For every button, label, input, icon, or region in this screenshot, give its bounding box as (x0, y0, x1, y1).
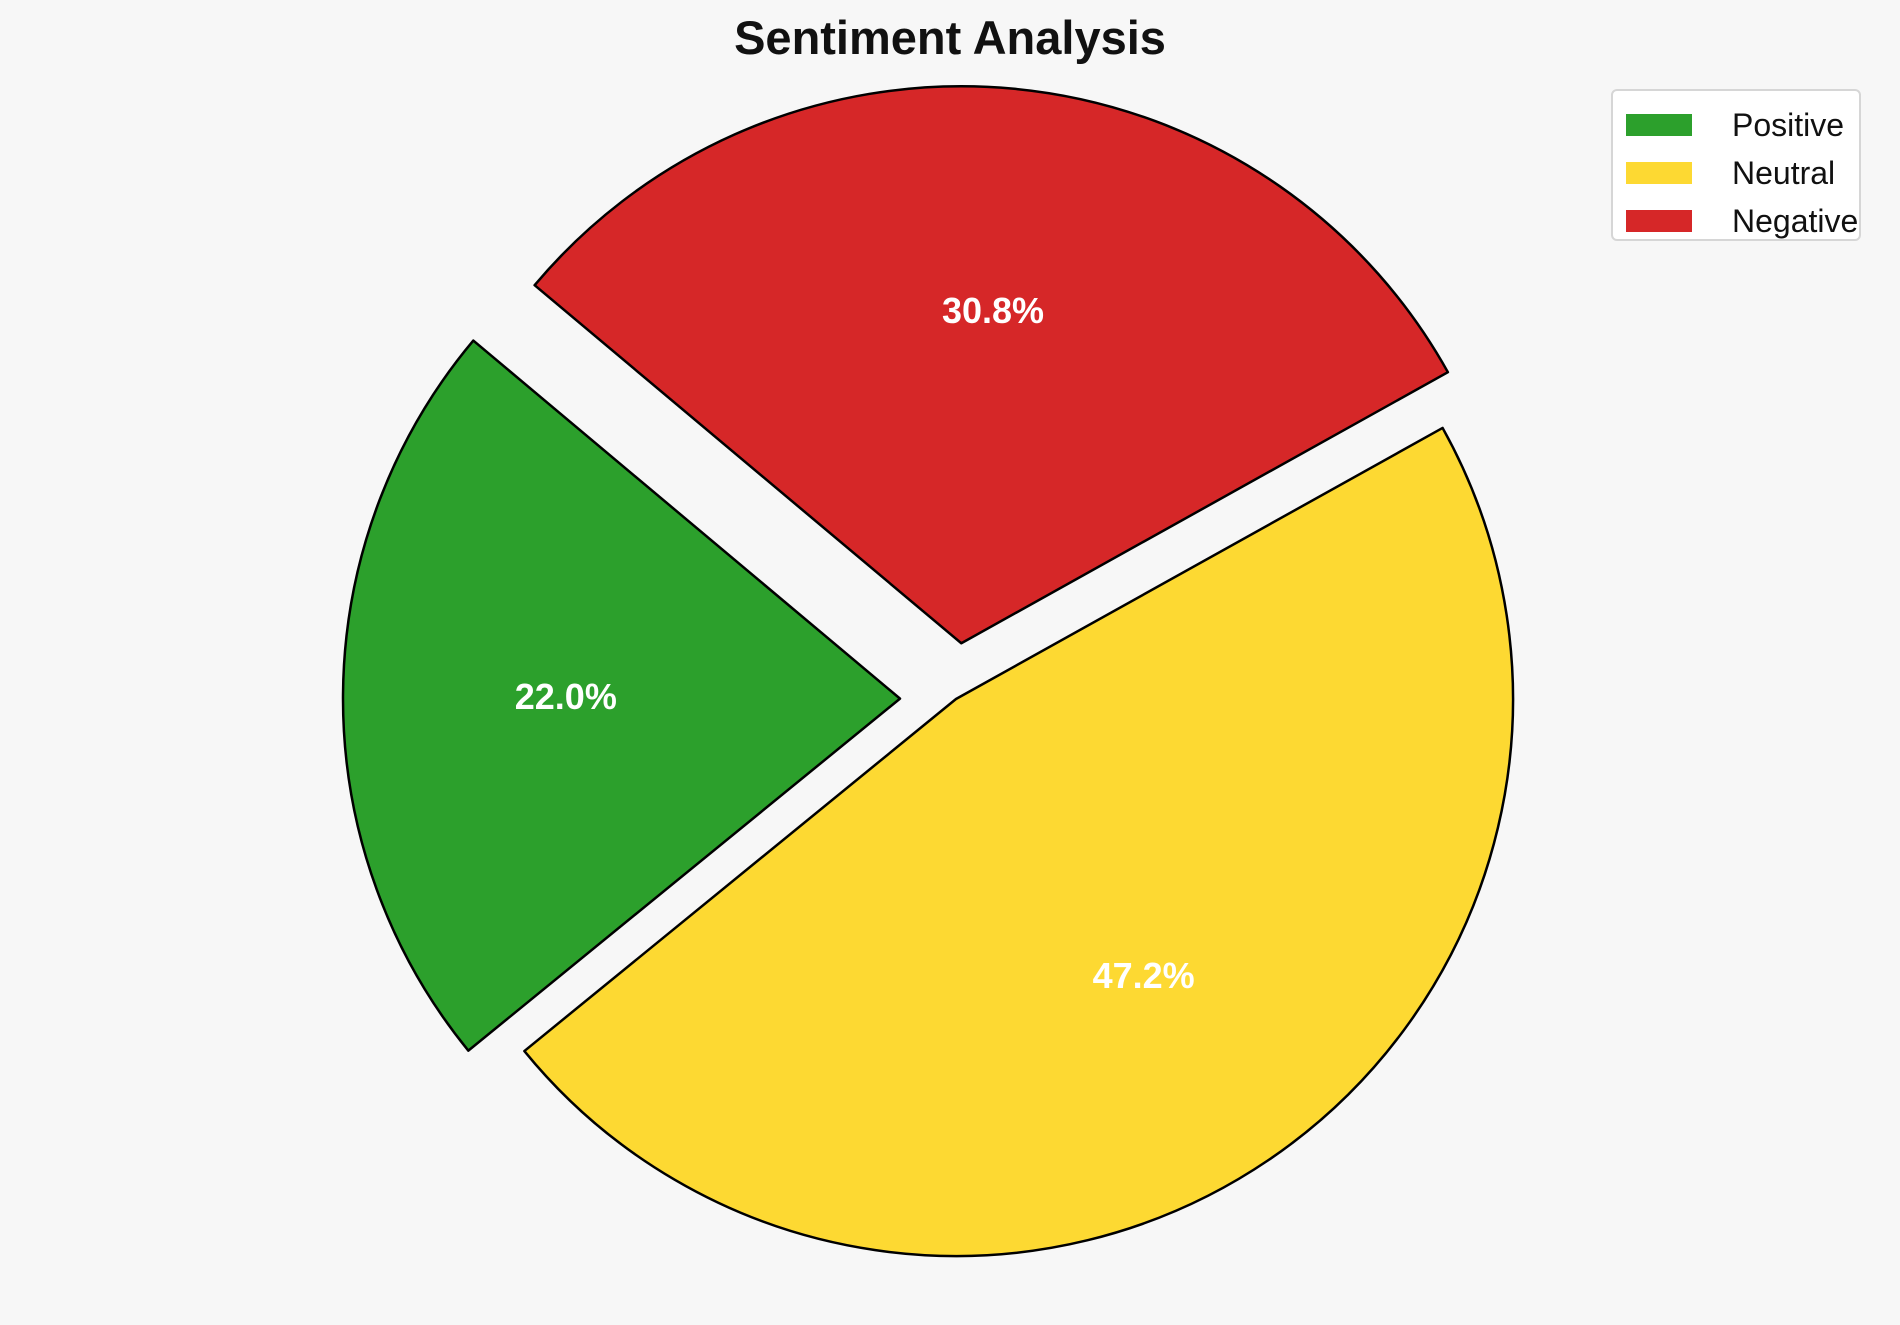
legend-swatch-neutral (1626, 162, 1692, 184)
legend-label-negative: Negative (1732, 203, 1859, 239)
chart-title: Sentiment Analysis (734, 11, 1166, 64)
slice-label-neutral: 47.2% (1093, 955, 1195, 996)
pie-slice-positive (341, 339, 902, 1052)
slice-label-positive: 22.0% (515, 676, 617, 717)
legend-swatch-positive (1626, 114, 1692, 136)
legend: Positive Neutral Negative (1611, 89, 1861, 241)
legend-label-neutral: Neutral (1732, 155, 1836, 191)
legend-swatch-negative (1626, 210, 1692, 232)
pie-slice-neutral (523, 426, 1515, 1258)
legend-label-positive: Positive (1732, 107, 1845, 143)
pie-slice-negative (533, 85, 1450, 645)
slice-label-negative: 30.8% (942, 290, 1044, 331)
